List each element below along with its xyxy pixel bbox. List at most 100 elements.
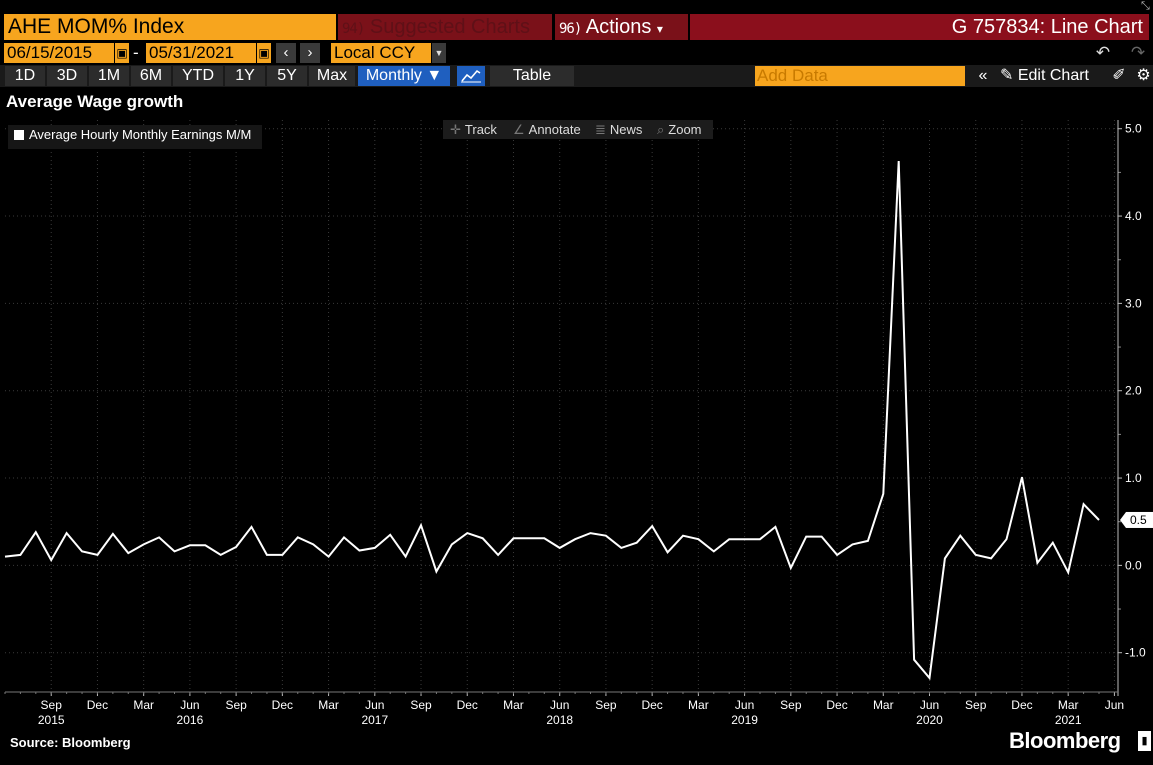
x-month-label: Mar xyxy=(133,698,154,712)
x-year-label: 2015 xyxy=(38,713,65,727)
bloomberg-logo: Bloomberg xyxy=(1009,728,1121,753)
zoom-tool-button[interactable]: ⌕ Zoom xyxy=(657,121,702,138)
actions-caret-icon: ▾ xyxy=(656,22,663,36)
last-value-pointer xyxy=(1120,511,1126,528)
chart-tools-bar xyxy=(443,120,713,139)
x-year-label: 2016 xyxy=(177,713,204,727)
date-separator: - xyxy=(133,43,139,62)
end-date-field[interactable]: 05/31/2021 xyxy=(146,43,256,63)
y-tick-label: 4.0 xyxy=(1125,209,1142,223)
edit-chart-button[interactable]: ✎ Edit Chart xyxy=(1000,66,1100,86)
annotate-tool-button[interactable]: ∠ Annotate xyxy=(513,121,581,138)
chart-series: 0.5 xyxy=(4,160,1153,681)
x-year-label: 2021 xyxy=(1055,713,1082,727)
x-month-label: Sep xyxy=(595,698,617,712)
x-axis: Sep Dec Mar Jun Sep Dec Mar Jun Sep Dec Mar Jun Sep D… xyxy=(4,691,1124,727)
x-month-label: Mar xyxy=(1058,698,1079,712)
ticker-field[interactable]: AHE MOM% Index xyxy=(4,14,336,40)
legend xyxy=(8,125,262,149)
x-month-label: Jun xyxy=(735,698,754,712)
x-month-label: Sep xyxy=(965,698,987,712)
actions-code: 96) xyxy=(559,21,582,37)
pencil-icon: ✎ xyxy=(1000,67,1014,84)
x-month-label: Dec xyxy=(1011,698,1032,712)
chart-grid xyxy=(5,120,1118,692)
zoom-icon: ⌕ xyxy=(657,122,665,137)
x-month-label: Mar xyxy=(688,698,709,712)
x-month-label: Jun xyxy=(365,698,384,712)
previous-period-button[interactable]: ‹ xyxy=(276,43,296,63)
x-month-label: Sep xyxy=(41,698,63,712)
redo-icon[interactable]: ↷ xyxy=(1130,43,1146,62)
suggested-charts-button[interactable]: 94) Suggested Charts xyxy=(338,14,552,40)
range-6m-button[interactable]: 6M xyxy=(131,66,171,86)
x-month-label: Jun xyxy=(1105,698,1124,712)
x-month-label: Jun xyxy=(180,698,199,712)
annotate-tool-label: Annotate xyxy=(528,122,581,137)
y-axis: 5.0 4.0 3.0 2.0 1.0 0.0 -1.0 xyxy=(1117,120,1146,696)
y-tick-label: 2.0 xyxy=(1125,384,1142,398)
range-max-button[interactable]: Max xyxy=(309,66,355,86)
y-tick-label: 5.0 xyxy=(1125,122,1142,136)
track-tool-button[interactable]: ✛ Track xyxy=(450,121,497,138)
table-button[interactable]: Table xyxy=(490,66,574,86)
x-month-label: Mar xyxy=(873,698,894,712)
x-month-label: Sep xyxy=(225,698,247,712)
y-tick-label: -1.0 xyxy=(1125,646,1146,660)
x-month-label: Dec xyxy=(87,698,108,712)
edit-notes-icon[interactable]: ✐ xyxy=(1109,66,1129,86)
range-1d-button[interactable]: 1D xyxy=(5,66,45,86)
x-month-label: Jun xyxy=(550,698,569,712)
y-tick-label: 3.0 xyxy=(1125,296,1142,310)
x-month-label: Dec xyxy=(641,698,662,712)
range-3d-button[interactable]: 3D xyxy=(47,66,87,86)
range-5y-button[interactable]: 5Y xyxy=(267,66,307,86)
chart-title: Average Wage growth xyxy=(6,92,184,111)
news-tool-button[interactable]: ≣ News xyxy=(595,121,642,138)
start-date-field[interactable]: 06/15/2015 xyxy=(4,43,114,63)
end-calendar-icon[interactable]: ▣ xyxy=(257,43,271,63)
x-month-label: Dec xyxy=(457,698,478,712)
currency-select[interactable]: Local CCY xyxy=(331,43,431,63)
x-month-label: Sep xyxy=(410,698,432,712)
x-month-label: Jun xyxy=(920,698,939,712)
undo-icon[interactable]: ↶ xyxy=(1095,43,1111,62)
bloomberg-logo-icon: ▮ xyxy=(1138,731,1151,751)
annotate-icon: ∠ xyxy=(513,122,525,137)
x-year-label: 2017 xyxy=(361,713,388,727)
news-tool-label: News xyxy=(609,122,643,137)
x-year-label: 2019 xyxy=(731,713,758,727)
crosshair-icon: ✛ xyxy=(450,122,461,137)
start-calendar-icon[interactable]: ▣ xyxy=(115,43,129,63)
x-month-label: Dec xyxy=(826,698,847,712)
actions-menu-button[interactable]: 96) Actions ▾ xyxy=(555,14,688,40)
suggested-charts-code: 94) xyxy=(342,21,365,37)
gear-icon[interactable]: ⚙ xyxy=(1134,66,1153,86)
x-year-label: 2018 xyxy=(546,713,573,727)
collapse-double-chevron-icon[interactable]: « xyxy=(972,66,994,86)
edit-chart-label: Edit Chart xyxy=(1017,67,1089,84)
last-value-label: 0.5 xyxy=(1130,513,1147,527)
legend-series-label: Average Hourly Monthly Earnings M/M xyxy=(29,127,252,142)
line-chart-icon[interactable] xyxy=(457,66,485,86)
zoom-tool-label: Zoom xyxy=(668,122,702,137)
x-month-label: Dec xyxy=(272,698,293,712)
range-ytd-button[interactable]: YTD xyxy=(173,66,223,86)
expand-corner-icon[interactable]: ⤡ xyxy=(1141,0,1150,12)
next-period-button[interactable]: › xyxy=(300,43,320,63)
suggested-charts-label: Suggested Charts xyxy=(369,16,530,38)
currency-dropdown-icon[interactable]: ▼ xyxy=(432,43,446,63)
graph-title: G 757834: Line Chart xyxy=(690,14,1149,40)
series-line xyxy=(4,160,1100,681)
range-1y-button[interactable]: 1Y xyxy=(225,66,265,86)
x-month-label: Mar xyxy=(503,698,524,712)
add-data-input[interactable]: Add Data xyxy=(755,66,965,86)
legend-swatch xyxy=(14,130,24,140)
range-1m-button[interactable]: 1M xyxy=(89,66,129,86)
track-tool-label: Track xyxy=(464,122,497,137)
x-month-label: Sep xyxy=(780,698,802,712)
frequency-select[interactable]: Monthly ▼ xyxy=(358,66,450,86)
news-icon: ≣ xyxy=(595,122,606,137)
last-value-badge xyxy=(1126,511,1153,528)
